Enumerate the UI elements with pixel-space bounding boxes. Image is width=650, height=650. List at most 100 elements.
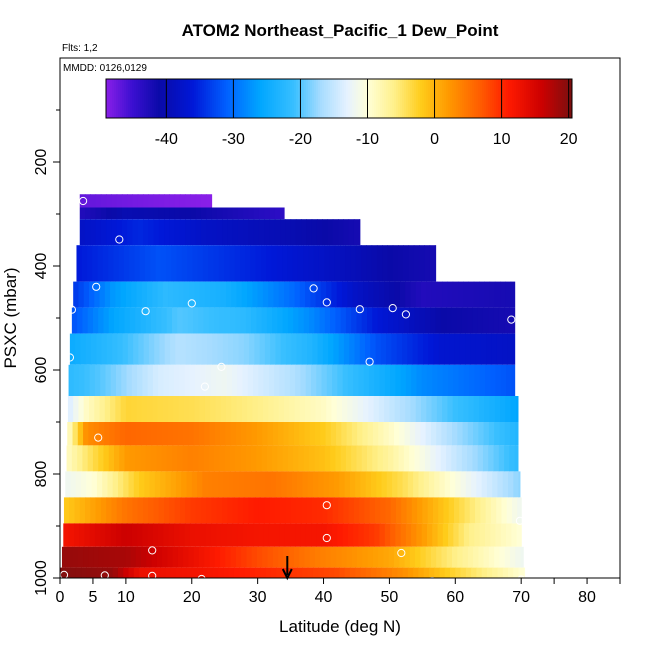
colorbar-segment xyxy=(108,79,111,118)
heatmap-cell xyxy=(478,422,485,446)
heatmap-cell xyxy=(231,523,238,547)
colorbar-segment xyxy=(324,79,327,118)
heatmap-cell xyxy=(313,245,320,282)
heatmap-cell xyxy=(235,546,242,568)
heatmap-cell xyxy=(259,333,266,365)
heatmap-cell xyxy=(217,333,224,365)
heatmap-cell xyxy=(412,333,419,365)
heatmap-cell xyxy=(351,445,358,472)
heatmap-cell xyxy=(115,396,122,422)
colorbar-segment xyxy=(256,79,259,118)
heatmap-cell xyxy=(347,396,354,422)
heatmap-cell xyxy=(293,445,300,472)
heatmap-cell xyxy=(379,523,386,547)
heatmap-cell xyxy=(164,194,170,208)
heatmap-cell xyxy=(371,245,378,282)
heatmap-cell xyxy=(346,546,353,568)
heatmap-cell xyxy=(423,333,429,365)
heatmap-cell xyxy=(247,281,253,308)
heatmap-cell xyxy=(236,396,243,422)
heatmap-cell xyxy=(399,396,406,422)
heatmap-cell xyxy=(281,471,288,498)
heatmap-cell xyxy=(106,207,112,220)
colorbar-segment xyxy=(486,79,489,118)
heatmap-cell xyxy=(279,364,286,396)
heatmap-cell xyxy=(195,194,202,208)
heatmap-cell xyxy=(327,219,334,246)
heatmap-cell xyxy=(241,396,248,422)
heatmap-cell xyxy=(177,422,184,446)
heatmap-cell xyxy=(208,307,215,334)
heatmap-cell xyxy=(290,219,297,246)
heatmap-cell xyxy=(469,523,475,547)
heatmap-cell xyxy=(182,307,189,334)
heatmap-cell xyxy=(352,396,359,422)
heatmap-cell xyxy=(416,523,423,547)
heatmap-cell xyxy=(363,396,369,422)
colorbar-segment xyxy=(536,79,539,118)
heatmap-cell xyxy=(326,281,333,308)
colorbar-segment xyxy=(174,79,177,118)
heatmap-cell xyxy=(357,281,364,308)
heatmap-cell xyxy=(389,281,396,308)
heatmap-cell xyxy=(409,422,416,446)
heatmap-cell xyxy=(268,523,275,547)
heatmap-cell xyxy=(341,546,348,568)
heatmap-cell xyxy=(85,333,92,365)
heatmap-cell xyxy=(423,471,430,498)
heatmap-cell xyxy=(463,281,470,308)
heatmap-cell xyxy=(500,281,506,308)
heatmap-cell xyxy=(337,523,344,547)
heatmap-cell xyxy=(156,546,163,568)
heatmap-cell xyxy=(211,219,218,246)
heatmap-cell xyxy=(174,207,181,220)
heatmap-cell xyxy=(206,497,213,524)
heatmap-cell xyxy=(405,281,412,308)
heatmap-cell xyxy=(172,546,179,568)
heatmap-cell xyxy=(490,497,497,524)
heatmap-cell xyxy=(150,307,157,334)
colorbar-segment xyxy=(314,79,317,118)
heatmap-cell xyxy=(175,567,182,578)
heatmap-cell xyxy=(513,567,520,578)
heatmap-cell xyxy=(301,497,307,524)
heatmap-cell xyxy=(88,422,95,446)
heatmap-cell xyxy=(153,497,160,524)
colorbar-segment xyxy=(348,79,351,118)
x-axis-label: Latitude (deg N) xyxy=(279,617,401,636)
heatmap-cell xyxy=(142,364,149,396)
heatmap-cell xyxy=(86,567,93,578)
heatmap-cell xyxy=(407,471,414,498)
heatmap-cell xyxy=(135,546,142,568)
heatmap-cell xyxy=(226,523,233,547)
heatmap-cell xyxy=(483,546,490,568)
heatmap-cell xyxy=(127,207,134,220)
heatmap-cell xyxy=(262,422,269,446)
colorbar-segment xyxy=(346,79,349,118)
heatmap-cell xyxy=(437,523,444,547)
heatmap-cell xyxy=(114,307,120,334)
heatmap-cell xyxy=(494,281,501,308)
colorbar-segment xyxy=(338,79,341,118)
colorbar-segment xyxy=(422,79,425,118)
heatmap-cell xyxy=(312,333,319,365)
heatmap-cell xyxy=(312,567,319,578)
heatmap-cell xyxy=(310,281,317,308)
heatmap-cell xyxy=(459,497,466,524)
heatmap-cell xyxy=(158,523,165,547)
heatmap-cell xyxy=(137,523,143,547)
heatmap-cell xyxy=(509,546,516,568)
heatmap-cell xyxy=(249,471,256,498)
heatmap-cell xyxy=(227,497,234,524)
colorbar-segment xyxy=(240,79,243,118)
heatmap-cell xyxy=(459,333,466,365)
colorbar-segment xyxy=(226,79,229,118)
heatmap-cell xyxy=(193,445,199,472)
heatmap-cell xyxy=(307,333,313,365)
heatmap-cell xyxy=(215,281,222,308)
colorbar-segment xyxy=(498,79,501,118)
heatmap-cell xyxy=(465,333,472,365)
heatmap-cell xyxy=(508,567,514,578)
colorbar-segment xyxy=(362,79,365,118)
